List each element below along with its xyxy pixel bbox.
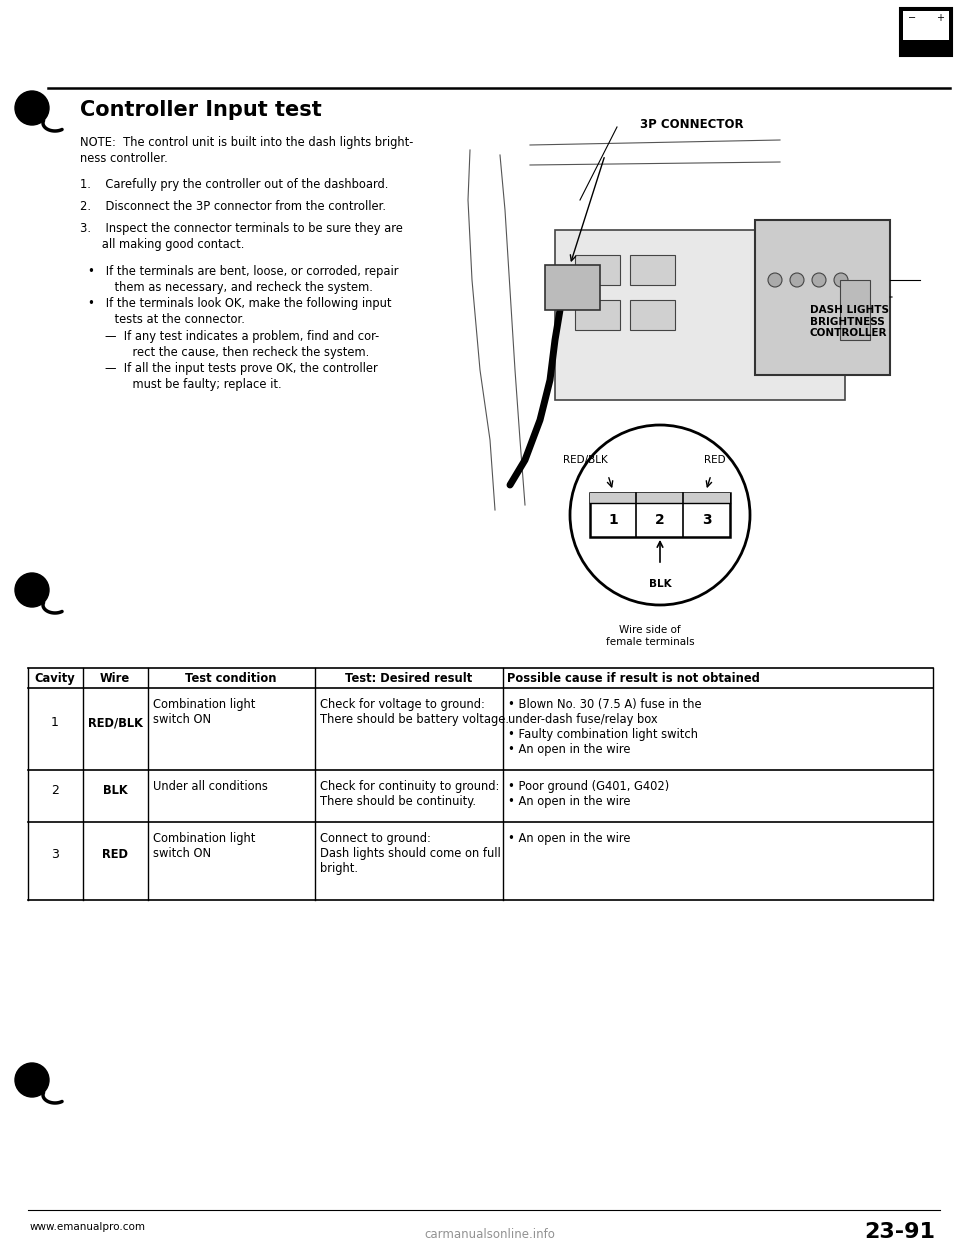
Bar [840, 279, 870, 340]
Text: •   If the terminals look OK, make the following input: • If the terminals look OK, make the fol… [88, 297, 392, 310]
Text: RED: RED [102, 848, 128, 862]
Text: rect the cause, then recheck the system.: rect the cause, then recheck the system. [118, 347, 370, 359]
Text: Combination light
switch ON: Combination light switch ON [153, 698, 255, 727]
Text: • Blown No. 30 (7.5 A) fuse in the
under-dash fuse/relay box
• Faulty combinatio: • Blown No. 30 (7.5 A) fuse in the under… [508, 698, 702, 756]
Bar [575, 301, 620, 330]
Bar [903, 11, 949, 40]
Text: BLK: BLK [649, 579, 671, 589]
Text: Wire: Wire [100, 672, 130, 686]
Text: 3P CONNECTOR: 3P CONNECTOR [640, 118, 744, 130]
Text: BLK: BLK [103, 784, 128, 796]
Text: 2.    Disconnect the 3P connector from the controller.: 2. Disconnect the 3P connector from the … [80, 200, 386, 212]
Text: must be faulty; replace it.: must be faulty; replace it. [118, 378, 281, 391]
Text: all making good contact.: all making good contact. [80, 238, 245, 251]
Bar [630, 255, 675, 284]
Text: Controller Input test: Controller Input test [80, 101, 322, 120]
Text: +: + [936, 12, 944, 24]
Circle shape [834, 273, 848, 287]
Bar [545, 265, 600, 310]
Text: —  If all the input tests prove OK, the controller: — If all the input tests prove OK, the c… [105, 361, 377, 375]
Text: • An open in the wire: • An open in the wire [508, 832, 631, 845]
Bar [590, 493, 730, 503]
Circle shape [15, 573, 49, 607]
Text: carmanualsonline.info: carmanualsonline.info [424, 1228, 556, 1241]
Text: Check for continuity to ground:
There should be continuity.: Check for continuity to ground: There sh… [320, 780, 499, 809]
Text: •   If the terminals are bent, loose, or corroded, repair: • If the terminals are bent, loose, or c… [88, 265, 398, 278]
Bar [575, 255, 620, 284]
Text: ness controller.: ness controller. [80, 152, 168, 165]
Text: Check for voltage to ground:
There should be battery voltage.: Check for voltage to ground: There shoul… [320, 698, 509, 727]
Text: Test condition: Test condition [185, 672, 276, 686]
Text: Combination light
switch ON: Combination light switch ON [153, 832, 255, 859]
Text: NOTE:  The control unit is built into the dash lights bright-: NOTE: The control unit is built into the… [80, 137, 414, 149]
Text: Cavity: Cavity [35, 672, 76, 686]
Text: DASH LIGHTS
BRIGHTNESS
CONTROLLER: DASH LIGHTS BRIGHTNESS CONTROLLER [810, 306, 889, 338]
Circle shape [15, 91, 49, 125]
Text: tests at the connector.: tests at the connector. [100, 313, 245, 325]
Circle shape [570, 425, 750, 605]
Text: 2: 2 [51, 784, 59, 796]
Bar [755, 220, 890, 375]
Text: Under all conditions: Under all conditions [153, 780, 268, 792]
Circle shape [790, 273, 804, 287]
Text: 23-91: 23-91 [864, 1222, 935, 1242]
Bar [630, 301, 675, 330]
Bar [590, 493, 730, 537]
Bar [555, 230, 845, 400]
Text: 1: 1 [609, 513, 618, 527]
Text: −: − [908, 12, 916, 24]
Text: 3.    Inspect the connector terminals to be sure they are: 3. Inspect the connector terminals to be… [80, 222, 403, 235]
Circle shape [812, 273, 826, 287]
Text: RED/BLK: RED/BLK [563, 455, 608, 465]
Text: 1.    Carefully pry the controller out of the dashboard.: 1. Carefully pry the controller out of t… [80, 178, 389, 191]
Text: —  If any test indicates a problem, find and cor-: — If any test indicates a problem, find … [105, 330, 379, 343]
Text: Possible cause if result is not obtained: Possible cause if result is not obtained [507, 672, 760, 686]
Text: Wire side of
female terminals: Wire side of female terminals [606, 625, 694, 647]
Text: them as necessary, and recheck the system.: them as necessary, and recheck the syste… [100, 281, 372, 294]
Circle shape [768, 273, 782, 287]
Text: • Poor ground (G401, G402)
• An open in the wire: • Poor ground (G401, G402) • An open in … [508, 780, 669, 809]
Text: Connect to ground:
Dash lights should come on full
bright.: Connect to ground: Dash lights should co… [320, 832, 501, 876]
Text: 2: 2 [655, 513, 665, 527]
Text: 3: 3 [702, 513, 711, 527]
Text: BODY: BODY [907, 30, 946, 42]
Bar [900, 7, 952, 56]
Text: www.emanualpro.com: www.emanualpro.com [30, 1222, 146, 1232]
Text: 1: 1 [51, 717, 59, 729]
Circle shape [15, 1063, 49, 1097]
Text: RED: RED [705, 455, 726, 465]
Text: Test: Desired result: Test: Desired result [346, 672, 472, 686]
Text: 3: 3 [51, 848, 59, 862]
Text: RED/BLK: RED/BLK [87, 717, 142, 729]
